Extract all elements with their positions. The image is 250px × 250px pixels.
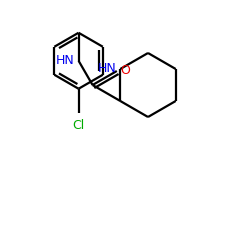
Text: Cl: Cl <box>72 119 85 132</box>
Text: HN: HN <box>98 62 116 76</box>
Text: HN: HN <box>56 54 74 67</box>
Text: O: O <box>120 64 130 78</box>
